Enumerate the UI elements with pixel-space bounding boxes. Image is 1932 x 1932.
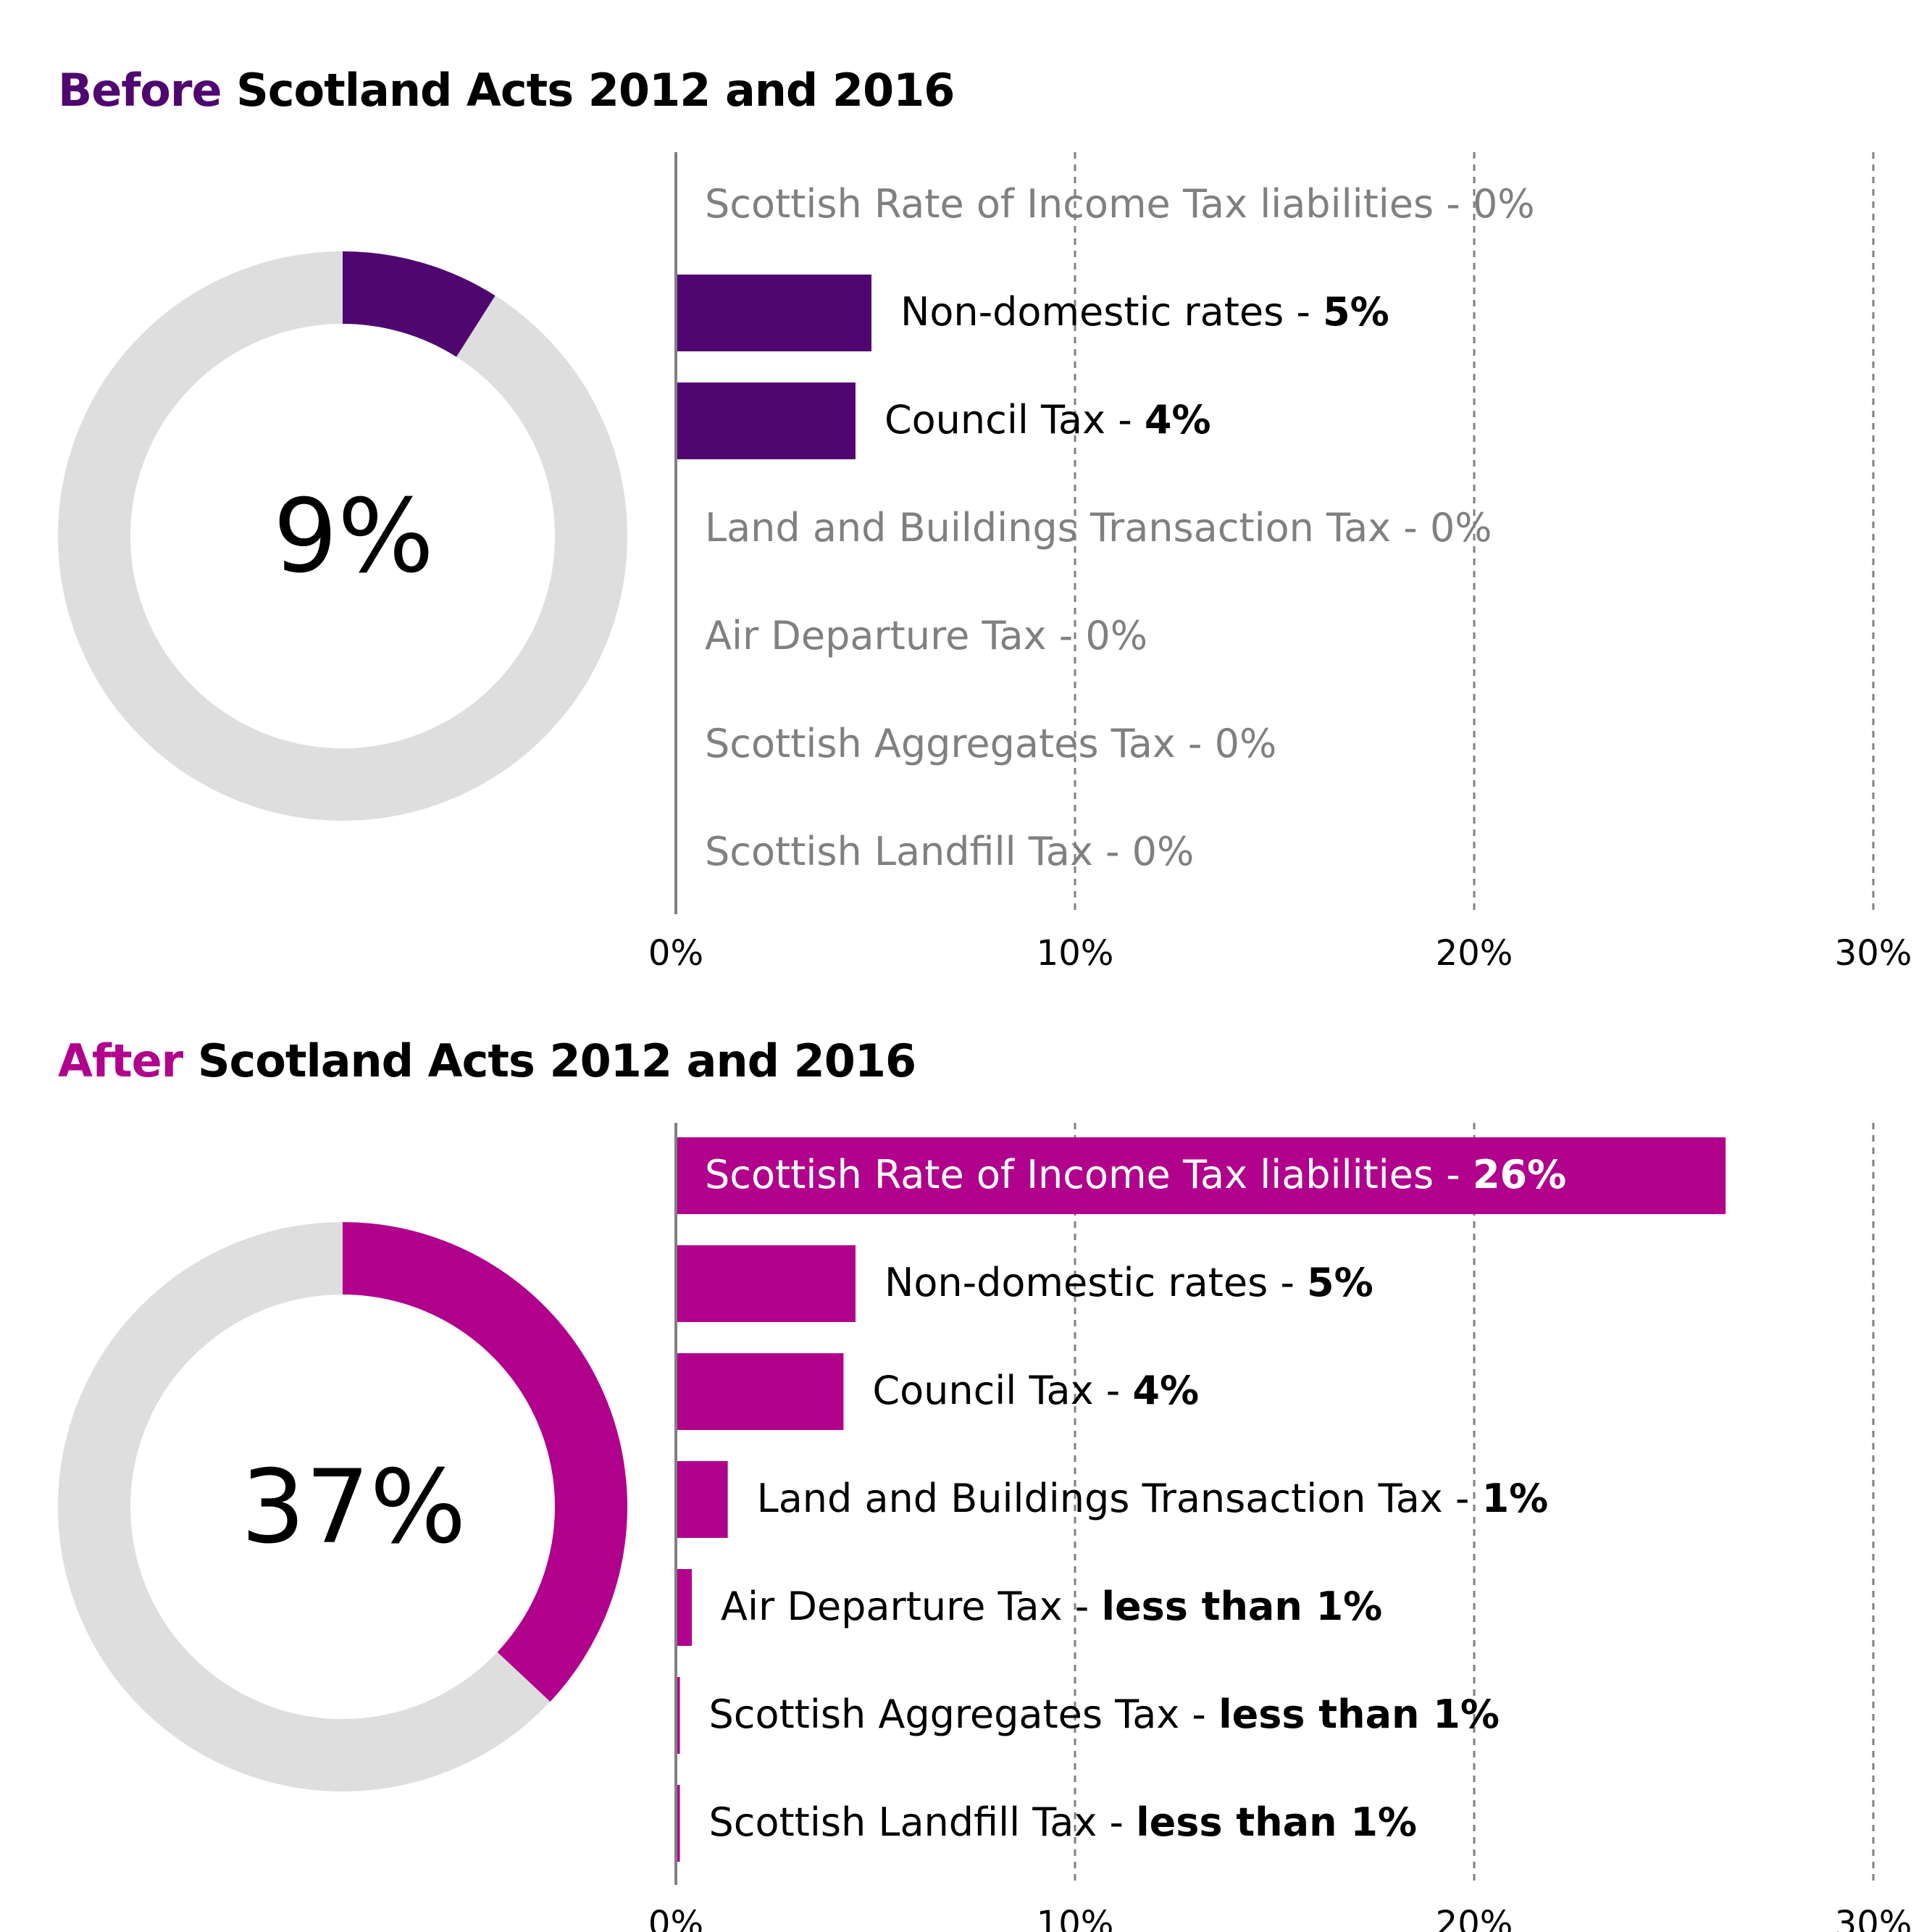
bar-label: Scottish Landfill Tax - 0% xyxy=(705,829,1194,874)
bar-label-value: less than 1% xyxy=(1218,1691,1500,1737)
title-rest: Scotland Acts 2012 and 2016 xyxy=(221,64,955,117)
bar-label-name: Scottish Aggregates Tax - xyxy=(705,721,1215,766)
bar-label-name: Land and Buildings Transaction Tax - xyxy=(705,505,1430,551)
bar-label-value: less than 1% xyxy=(1101,1584,1382,1629)
bar-labels: Scottish Rate of Income Tax liabilities … xyxy=(705,1152,1566,1845)
bar-label-name: Scottish Aggregates Tax - xyxy=(709,1691,1219,1737)
bar-label-name: Air Departure Tax - xyxy=(705,613,1085,658)
bar-label-value: 5% xyxy=(1323,289,1389,335)
bar-label-name: Non-domestic rates - xyxy=(885,1260,1307,1305)
x-tick-label: 10% xyxy=(1037,933,1114,971)
title-highlight: Before xyxy=(58,64,222,117)
x-tick-label: 0% xyxy=(648,1904,703,1932)
bar xyxy=(676,1569,693,1646)
bar xyxy=(676,382,856,459)
bar-label: Scottish Aggregates Tax - 0% xyxy=(705,721,1276,766)
bar-label-name: Scottish Rate of Income Tax liabilities … xyxy=(705,181,1473,227)
bar-label: Air Departure Tax - 0% xyxy=(705,613,1147,658)
bar-label-name: Council Tax - xyxy=(872,1368,1132,1413)
bar-label: Council Tax - 4% xyxy=(872,1368,1199,1413)
bars xyxy=(676,275,871,459)
x-tick-label: 20% xyxy=(1436,1904,1513,1932)
bar-label: Non-domestic rates - 5% xyxy=(900,289,1389,335)
bar xyxy=(676,1677,680,1754)
x-tick-label: 20% xyxy=(1436,933,1513,971)
bar-label-value: 5% xyxy=(1307,1260,1373,1305)
title-rest: Scotland Acts 2012 and 2016 xyxy=(183,1034,916,1087)
bar xyxy=(676,1785,680,1862)
bar-label-value: less than 1% xyxy=(1136,1799,1417,1845)
bar-label-value: 4% xyxy=(1145,397,1211,443)
bar xyxy=(676,1353,844,1430)
x-tick-label: 0% xyxy=(648,933,703,971)
title-highlight: After xyxy=(58,1034,183,1087)
bar-label: Non-domestic rates - 5% xyxy=(885,1260,1373,1305)
donut-chart: 37% xyxy=(58,1222,627,1791)
x-ticks: 0% 10% 20% 30% xyxy=(648,933,1912,971)
x-tick-label: 10% xyxy=(1037,1904,1114,1932)
bars xyxy=(676,1137,1726,1862)
chart-before: 9% Scottish Rate of Income Tax liabilitie… xyxy=(58,152,1912,971)
gridlines xyxy=(1074,1123,1875,1885)
bar-label: Land and Buildings Transaction Tax - 1% xyxy=(757,1476,1549,1521)
bar xyxy=(676,1245,856,1322)
donut-center-label: 9% xyxy=(273,478,434,596)
bar-label-value: 0% xyxy=(1215,721,1277,766)
bar xyxy=(676,1461,728,1538)
panel-title: Before Scotland Acts 2012 and 2016 xyxy=(58,64,955,117)
bar-label: Land and Buildings Transaction Tax - 0% xyxy=(705,505,1492,551)
panel-after: After Scotland Acts 2012 and 2016 37% Sco… xyxy=(0,971,1932,1932)
bar-label: Scottish Aggregates Tax - less than 1% xyxy=(709,1691,1500,1737)
bar-label-value: 0% xyxy=(1132,829,1195,874)
bar xyxy=(676,275,871,351)
bar-label: Scottish Rate of Income Tax liabilities … xyxy=(705,1152,1566,1197)
bar-label-name: Scottish Landfill Tax - xyxy=(709,1799,1137,1845)
bar-label-value: 26% xyxy=(1473,1152,1566,1197)
donut-slice xyxy=(342,1222,627,1702)
bar-label-name: Scottish Rate of Income Tax liabilities … xyxy=(705,1152,1473,1197)
gridlines xyxy=(1074,152,1875,914)
bar-label: Council Tax - 4% xyxy=(885,397,1211,443)
bar-label-value: 1% xyxy=(1482,1476,1549,1521)
donut-slice xyxy=(342,251,495,358)
donut-chart: 9% xyxy=(58,251,627,821)
x-tick-label: 30% xyxy=(1835,1904,1912,1932)
bar-label-name: Air Departure Tax - xyxy=(721,1584,1101,1629)
bar-label-value: 4% xyxy=(1132,1368,1199,1413)
bar-label: Scottish Rate of Income Tax liabilities … xyxy=(705,181,1535,227)
chart-after: 37% Scottish Rate of Income Tax liabiliti… xyxy=(58,1123,1912,1932)
bar xyxy=(676,1137,1726,1214)
panel-before: Before Scotland Acts 2012 and 2016 9% Sco… xyxy=(58,64,1912,971)
bar-label-value: 0% xyxy=(1085,613,1147,658)
x-ticks: 0% 10% 20% 30% xyxy=(648,1904,1912,1932)
x-tick-label: 30% xyxy=(1835,933,1912,971)
bar-label-value: 0% xyxy=(1430,505,1492,551)
bar-label-name: Council Tax - xyxy=(885,397,1145,443)
bar-labels: Scottish Rate of Income Tax liabilities … xyxy=(705,181,1535,874)
bar-label: Scottish Landfill Tax - less than 1% xyxy=(709,1799,1418,1845)
bar-label-name: Non-domestic rates - xyxy=(900,289,1323,335)
bar-label-name: Scottish Landfill Tax - xyxy=(705,829,1132,874)
donut-center-label: 37% xyxy=(241,1449,466,1567)
bar-label: Air Departure Tax - less than 1% xyxy=(721,1584,1382,1629)
bar-label-name: Land and Buildings Transaction Tax - xyxy=(757,1476,1482,1521)
bar-label-value: 0% xyxy=(1473,181,1535,227)
panel-title: After Scotland Acts 2012 and 2016 xyxy=(58,1034,916,1087)
